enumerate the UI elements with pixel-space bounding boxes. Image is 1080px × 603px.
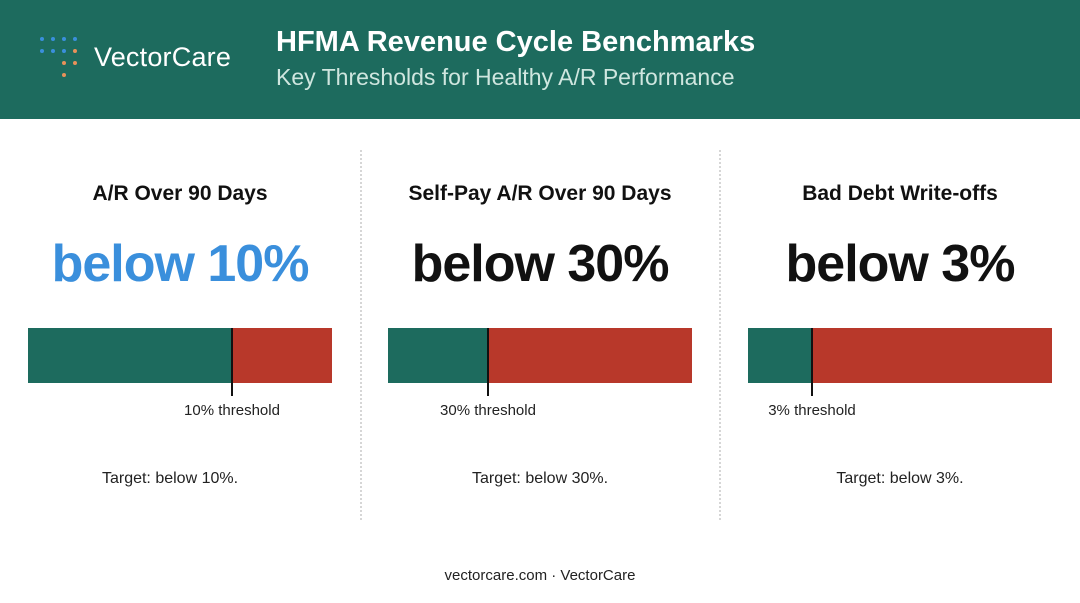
target-text: Target: below 10%. [101,470,239,487]
panel-value: below 10% [51,235,310,293]
bar-good-segment [748,328,812,383]
bar-good-segment [388,328,488,383]
target-text: Target: below 30%. [471,470,609,487]
threshold-label: 3% threshold [768,402,856,419]
panel-divider [360,150,362,520]
panel-title: Bad Debt Write-offs [802,182,998,205]
logo-text: VectorCare [94,42,232,72]
threshold-marker [811,328,813,396]
threshold-marker [487,328,489,396]
threshold-label: 10% threshold [184,402,280,419]
panel-value: below 30% [411,235,670,293]
footer-text: vectorcare.com · VectorCare [444,567,636,584]
page-title: HFMA Revenue Cycle Benchmarks [276,26,756,58]
benchmark-panel-bad-debt: Bad Debt Write-offs below 3% 3% threshol… [748,150,1052,520]
benchmark-panel-self-pay: Self-Pay A/R Over 90 Days below 30% 30% … [388,150,692,520]
page-subtitle: Key Thresholds for Healthy A/R Performan… [276,64,735,90]
header-banner: VectorCare HFMA Revenue Cycle Benchmarks… [0,0,1080,119]
panel-value: below 3% [785,235,1016,293]
threshold-bar [388,328,692,383]
threshold-bar [748,328,1052,383]
threshold-marker [231,328,233,396]
target-text: Target: below 3%. [836,470,964,487]
threshold-label: 30% threshold [440,402,536,419]
panel-title: Self-Pay A/R Over 90 Days [408,182,672,205]
benchmark-panel-ar-over-90: A/R Over 90 Days below 10% 10% threshold… [28,150,332,520]
vectorcare-logo-icon [40,37,77,77]
threshold-bar [28,328,332,383]
panel-divider [719,150,721,520]
bar-good-segment [28,328,232,383]
panel-title: A/R Over 90 Days [92,182,268,205]
